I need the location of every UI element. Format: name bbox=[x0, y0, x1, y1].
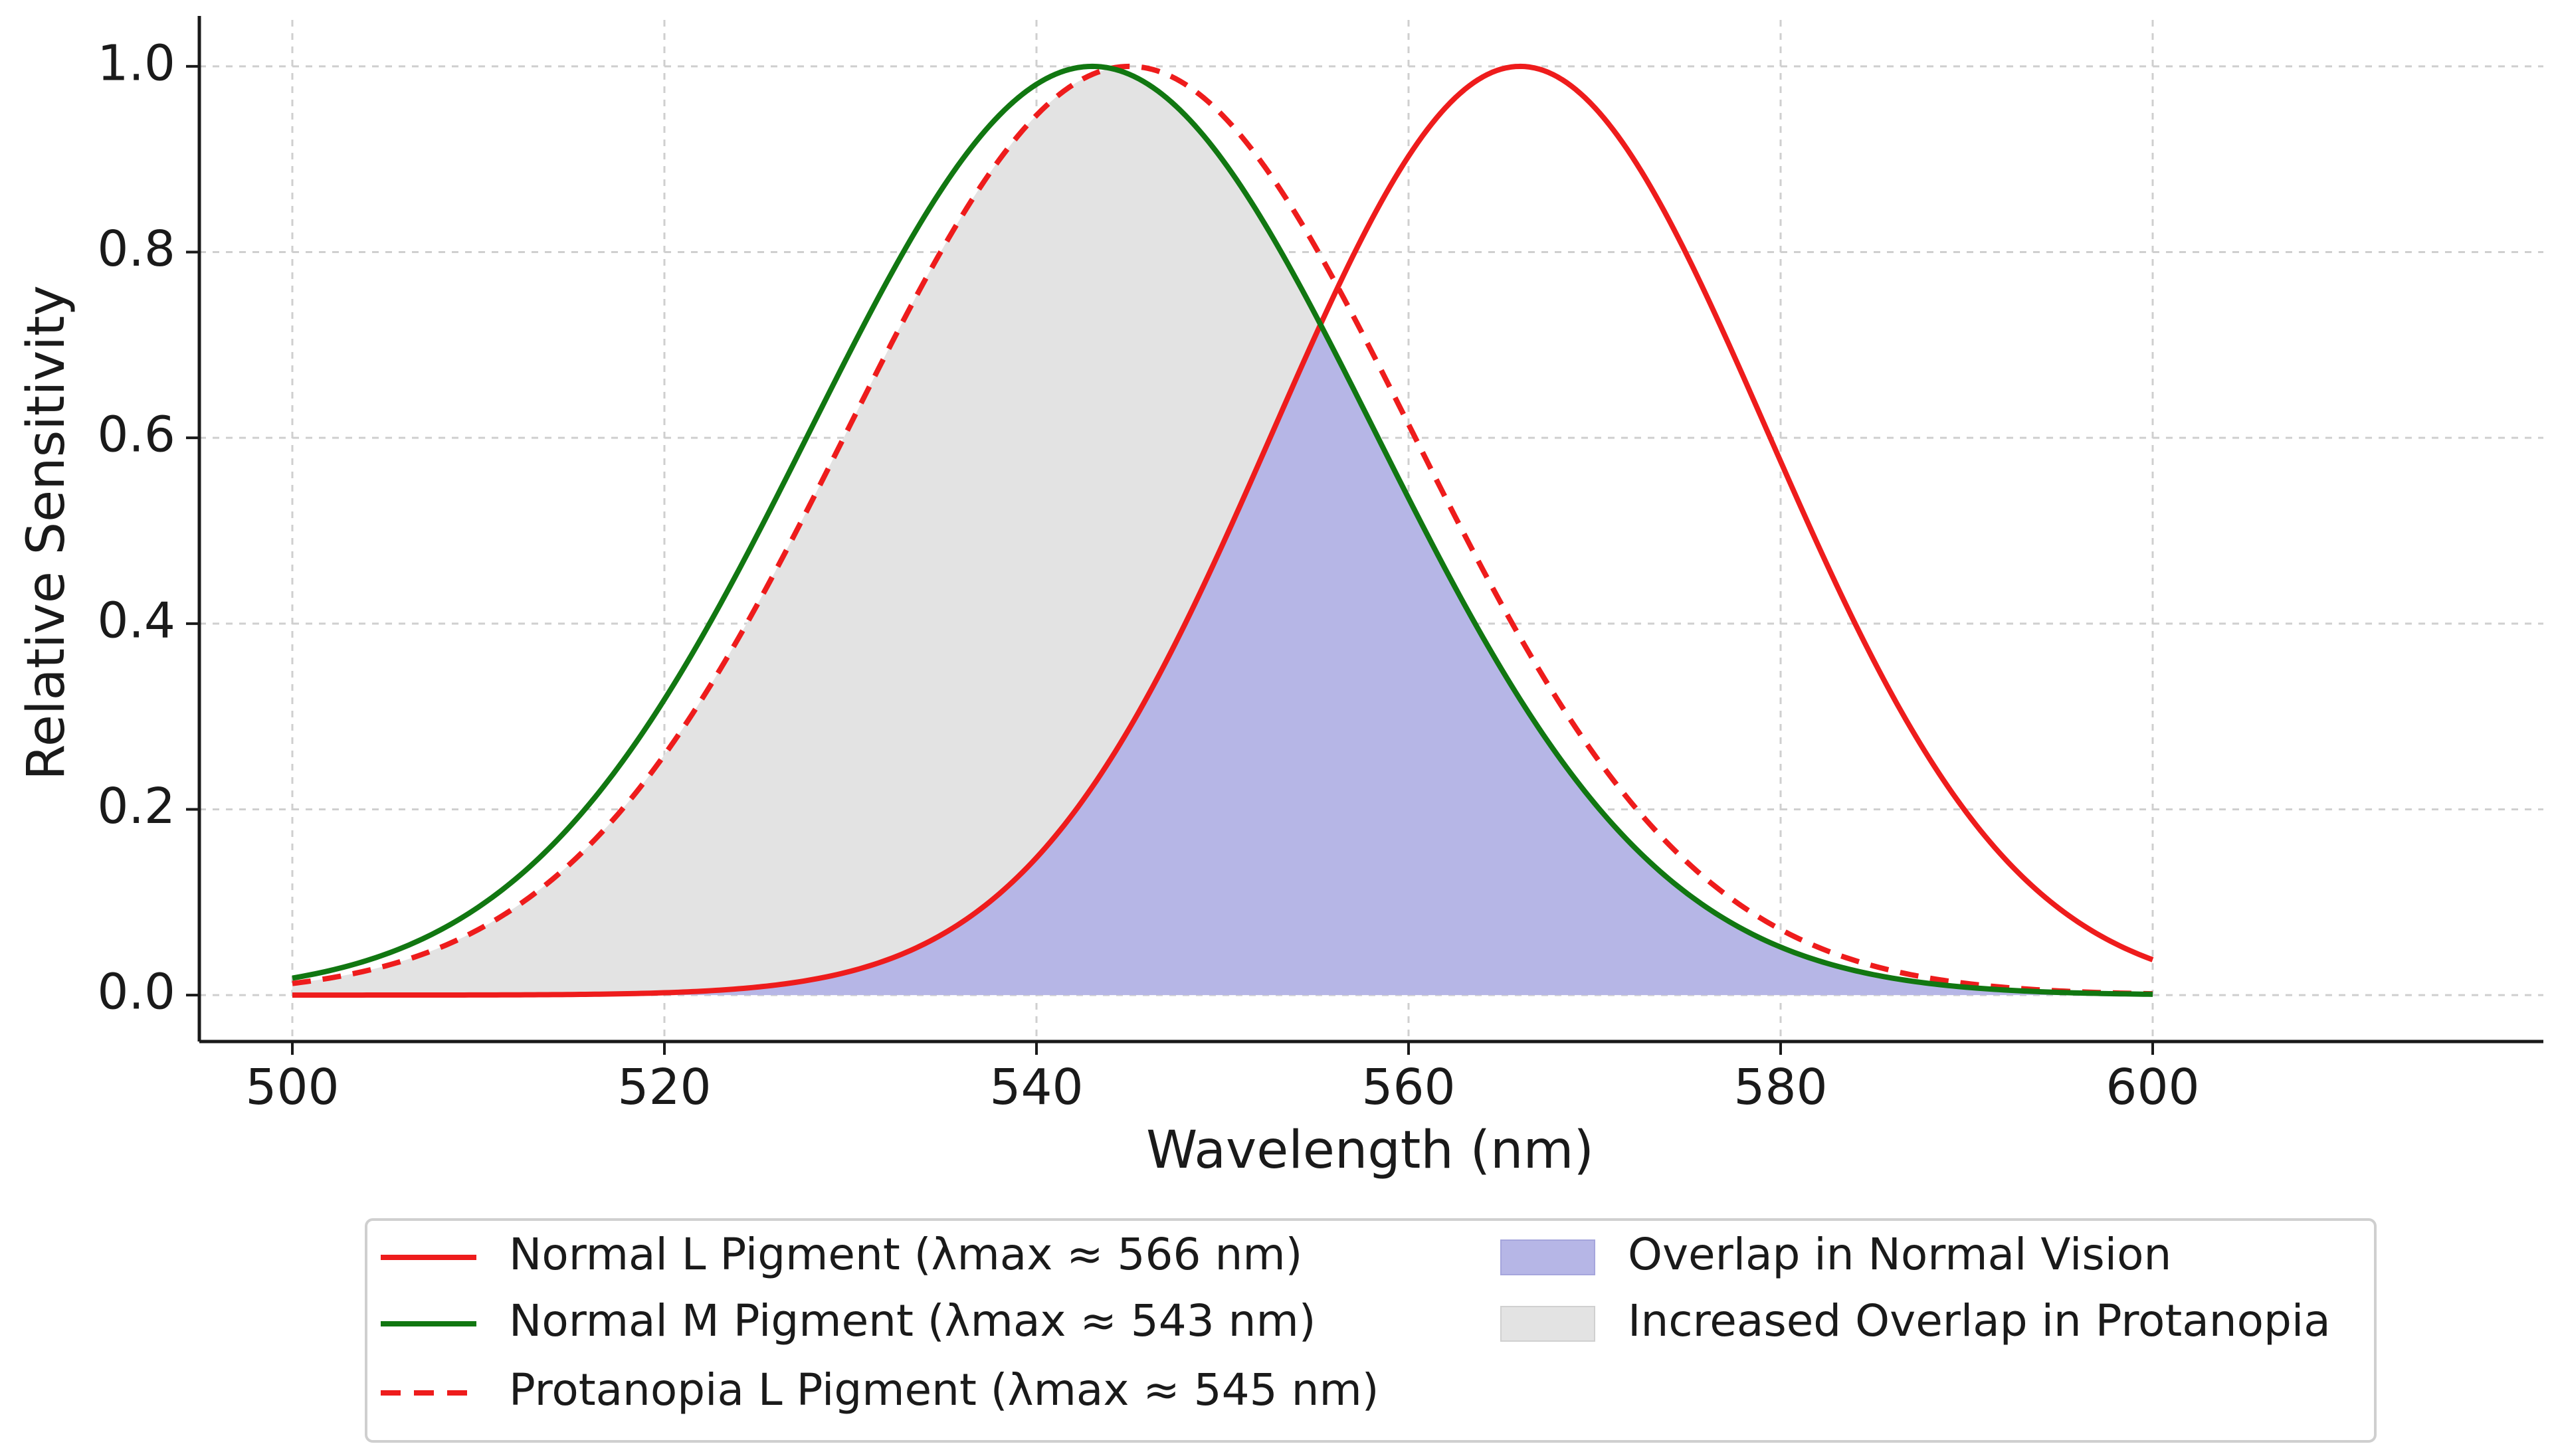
fill-layer bbox=[292, 68, 2153, 996]
y-tick-label: 0.4 bbox=[97, 592, 175, 649]
x-tick-label: 560 bbox=[1361, 1059, 1455, 1116]
y-tick-label: 0.6 bbox=[97, 407, 175, 464]
x-tick-label: 600 bbox=[2106, 1059, 2199, 1116]
x-tick-label: 500 bbox=[245, 1059, 339, 1116]
y-tick-label: 0.0 bbox=[97, 964, 175, 1021]
protanopia-l-pigment-line bbox=[292, 63, 2153, 997]
legend: Normal L Pigment (λmax ≈ 566 nm) Normal … bbox=[365, 1218, 2377, 1443]
x-tick-label: 580 bbox=[1733, 1059, 1827, 1116]
normal-l-pigment-line bbox=[292, 63, 2154, 998]
legend-swatch-overlap-normal bbox=[1500, 1239, 1595, 1275]
legend-label-normal-l: Normal L Pigment (λmax ≈ 566 nm) bbox=[509, 1229, 1302, 1280]
y-tick-label: 0.8 bbox=[97, 221, 175, 278]
axis-layer: 500 520 540 560 580 600 0.0 0.2 0.4 0.6 0.8 1.0 bbox=[97, 16, 2543, 1116]
legend-frame bbox=[365, 1218, 2377, 1443]
increased-overlap-protanopia-fill bbox=[292, 68, 2153, 996]
x-axis-label: Wavelength (nm) bbox=[1146, 1121, 1594, 1180]
legend-label-normal-m: Normal M Pigment (λmax ≈ 543 nm) bbox=[509, 1295, 1316, 1346]
x-tick-label: 540 bbox=[989, 1059, 1083, 1116]
line-layer bbox=[292, 63, 2154, 998]
legend-swatch-overlap-protanopia bbox=[1500, 1306, 1595, 1342]
y-axis-label: Relative Sensitivity bbox=[17, 285, 76, 780]
legend-label-overlap-normal: Overlap in Normal Vision bbox=[1628, 1229, 2171, 1280]
legend-label-overlap-protanopia: Increased Overlap in Protanopia bbox=[1628, 1295, 2331, 1346]
y-tick-label: 1.0 bbox=[97, 35, 175, 92]
legend-label-protanopia-l: Protanopia L Pigment (λmax ≈ 545 nm) bbox=[509, 1364, 1379, 1415]
normal-m-pigment-line bbox=[292, 63, 2153, 997]
y-tick-label: 0.2 bbox=[97, 778, 175, 835]
overlap-normal-vision-fill bbox=[292, 325, 2153, 996]
x-tick-label: 520 bbox=[617, 1059, 711, 1116]
